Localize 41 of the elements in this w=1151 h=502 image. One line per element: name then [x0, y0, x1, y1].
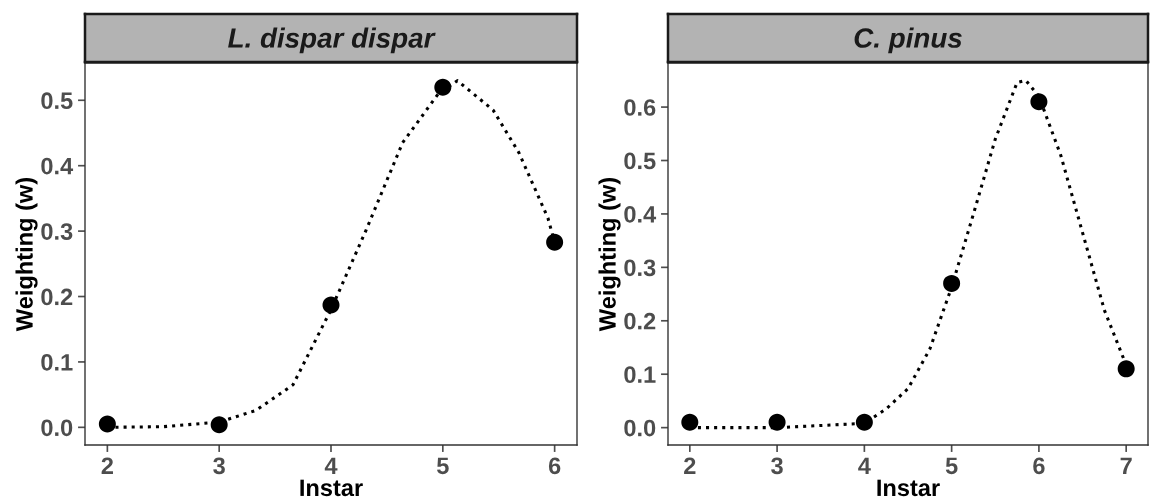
- chart-title: C. pinus: [854, 27, 962, 54]
- y-tick-label: 0.0: [41, 419, 73, 437]
- x-tick-label: 5: [436, 457, 449, 475]
- x-tick-label: 4: [858, 457, 871, 474]
- y-tick-label: 0.3: [624, 259, 656, 277]
- y-tick-label: 0.1: [41, 354, 73, 371]
- point: [855, 413, 873, 431]
- x-tick-label: 4: [324, 457, 338, 474]
- y-tick-label: 0.4: [624, 206, 657, 223]
- x-tick-label: 2: [101, 457, 113, 474]
- x-tick-label: 2: [684, 457, 696, 474]
- point: [546, 233, 564, 251]
- x-tick-label: 7: [1120, 457, 1132, 474]
- x-tick-label: 6: [1033, 457, 1045, 475]
- point: [681, 413, 699, 431]
- point: [434, 78, 452, 96]
- x-tick-label: 5: [945, 457, 958, 475]
- point: [768, 413, 786, 431]
- y-tick-label: 0.5: [41, 92, 73, 110]
- y-tick-label: 0.4: [41, 157, 74, 175]
- point: [1117, 360, 1135, 378]
- y-tick-label: 0.2: [624, 312, 656, 330]
- y-tick-label: 0.2: [41, 288, 73, 306]
- chart-title: L. dispar dispar: [228, 27, 436, 54]
- point: [98, 415, 116, 433]
- x-tick-label: 6: [548, 457, 561, 475]
- x-tick-label: 3: [213, 457, 225, 475]
- y-tick-label: 0.6: [624, 99, 656, 116]
- y-tick-label: 0.3: [41, 223, 73, 240]
- point: [210, 416, 228, 434]
- y-tick-label: 0.5: [624, 152, 656, 170]
- y-axis-title: Weighting (w): [15, 178, 38, 332]
- y-axis-title: Weighting (w): [598, 178, 621, 332]
- point: [1030, 93, 1048, 111]
- y-tick-label: 0.0: [624, 419, 656, 437]
- point: [322, 296, 340, 314]
- x-axis-title: Instar: [877, 479, 940, 497]
- y-tick-label: 0.1: [624, 366, 656, 383]
- x-tick-label: 3: [771, 457, 783, 475]
- point: [943, 274, 961, 292]
- x-axis-title: Instar: [300, 479, 363, 497]
